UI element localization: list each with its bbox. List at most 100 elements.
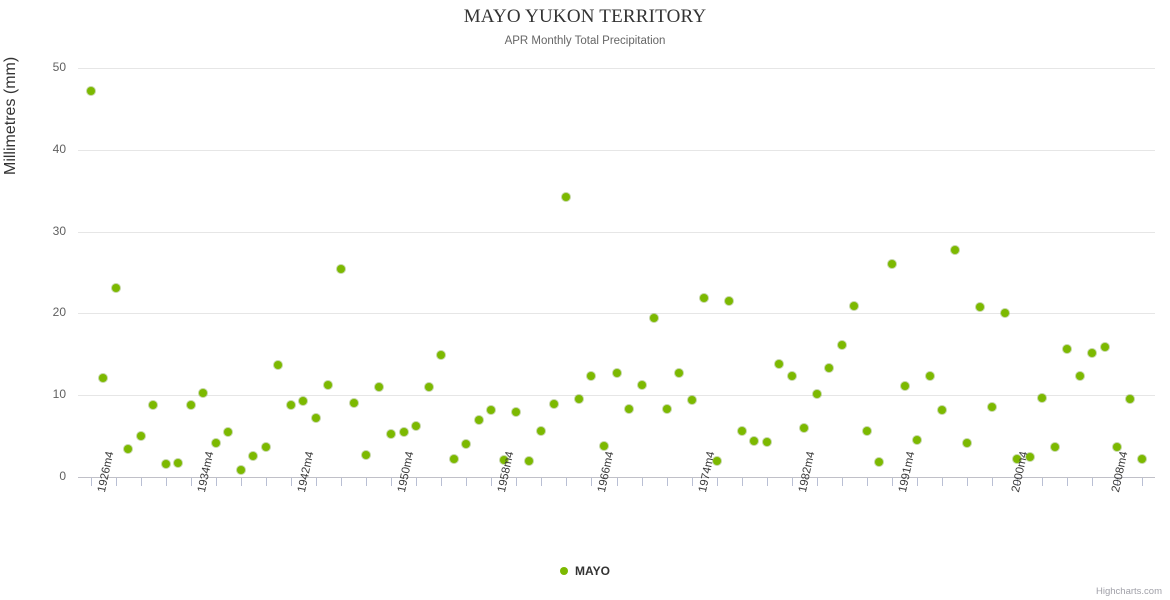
scatter-point[interactable] <box>562 193 571 202</box>
scatter-point[interactable] <box>800 423 809 432</box>
scatter-point[interactable] <box>625 405 634 414</box>
x-axis-tick <box>491 478 493 486</box>
scatter-point[interactable] <box>387 429 396 438</box>
scatter-point[interactable] <box>825 364 834 373</box>
scatter-point[interactable] <box>136 432 145 441</box>
scatter-point[interactable] <box>862 427 871 436</box>
scatter-point[interactable] <box>712 456 721 465</box>
scatter-point[interactable] <box>524 457 533 466</box>
scatter-point[interactable] <box>462 440 471 449</box>
scatter-point[interactable] <box>512 407 521 416</box>
scatter-point[interactable] <box>449 455 458 463</box>
scatter-point[interactable] <box>662 405 671 414</box>
scatter-point[interactable] <box>124 445 133 454</box>
scatter-point[interactable] <box>875 458 884 467</box>
scatter-point[interactable] <box>963 439 972 448</box>
scatter-point[interactable] <box>1025 452 1034 461</box>
scatter-point[interactable] <box>837 341 846 350</box>
scatter-point[interactable] <box>1088 349 1097 358</box>
scatter-point[interactable] <box>249 451 258 460</box>
scatter-point[interactable] <box>1100 342 1109 351</box>
scatter-point[interactable] <box>762 437 771 446</box>
scatter-point[interactable] <box>637 381 646 390</box>
scatter-point[interactable] <box>437 351 446 360</box>
scatter-point[interactable] <box>950 245 959 254</box>
scatter-point[interactable] <box>725 297 734 306</box>
scatter-point[interactable] <box>211 438 220 447</box>
x-axis-tick <box>1117 478 1119 486</box>
scatter-point[interactable] <box>86 86 95 95</box>
scatter-point[interactable] <box>349 398 358 407</box>
scatter-point[interactable] <box>362 450 371 459</box>
scatter-point[interactable] <box>487 405 496 414</box>
chart-legend[interactable]: MAYO <box>0 563 1170 578</box>
scatter-point[interactable] <box>925 371 934 380</box>
scatter-point[interactable] <box>1038 393 1047 402</box>
scatter-point[interactable] <box>988 403 997 412</box>
scatter-point[interactable] <box>549 400 558 409</box>
scatter-point[interactable] <box>938 405 947 414</box>
scatter-point[interactable] <box>900 382 909 391</box>
scatter-point[interactable] <box>599 441 608 450</box>
scatter-point[interactable] <box>111 284 120 293</box>
scatter-point[interactable] <box>888 260 896 269</box>
scatter-point[interactable] <box>537 427 546 436</box>
scatter-point[interactable] <box>850 302 859 311</box>
credits-label[interactable]: Highcharts.com <box>1096 586 1162 597</box>
scatter-point[interactable] <box>587 372 596 381</box>
scatter-point[interactable] <box>1138 455 1147 463</box>
scatter-point[interactable] <box>424 383 433 392</box>
scatter-point[interactable] <box>224 428 233 436</box>
scatter-point[interactable] <box>299 396 308 405</box>
x-axis-tick <box>716 478 718 486</box>
scatter-point[interactable] <box>574 395 583 404</box>
legend-item-label[interactable]: MAYO <box>575 563 610 578</box>
scatter-point[interactable] <box>274 360 283 369</box>
scatter-point[interactable] <box>750 437 759 445</box>
scatter-point[interactable] <box>913 436 922 445</box>
scatter-point[interactable] <box>286 401 295 410</box>
scatter-point[interactable] <box>1013 455 1022 463</box>
scatter-point[interactable] <box>1075 371 1084 380</box>
x-axis-tick <box>1142 478 1144 486</box>
x-axis-tick <box>866 478 868 486</box>
scatter-point[interactable] <box>700 293 709 302</box>
scatter-point[interactable] <box>236 465 245 474</box>
scatter-point[interactable] <box>737 427 746 436</box>
scatter-point[interactable] <box>374 383 383 392</box>
x-axis-tick <box>1017 478 1019 486</box>
scatter-point[interactable] <box>99 374 108 383</box>
scatter-point[interactable] <box>336 265 345 274</box>
scatter-point[interactable] <box>399 428 408 436</box>
scatter-point[interactable] <box>812 389 821 398</box>
scatter-point[interactable] <box>675 369 684 378</box>
scatter-point[interactable] <box>787 372 796 381</box>
scatter-point[interactable] <box>199 388 208 397</box>
y-axis-tick-label: 20 <box>52 305 66 320</box>
x-axis-tick <box>917 478 919 486</box>
scatter-point[interactable] <box>324 381 333 390</box>
x-axis-tick <box>591 478 593 486</box>
scatter-point[interactable] <box>1113 442 1122 451</box>
scatter-point[interactable] <box>499 455 508 464</box>
x-axis-tick <box>290 478 292 486</box>
scatter-point[interactable] <box>474 415 483 424</box>
y-axis-tick-label: 40 <box>52 141 66 156</box>
scatter-point[interactable] <box>186 401 195 410</box>
scatter-point[interactable] <box>1125 395 1134 404</box>
scatter-point[interactable] <box>612 369 621 378</box>
scatter-point[interactable] <box>775 360 784 369</box>
scatter-point[interactable] <box>687 396 696 405</box>
scatter-point[interactable] <box>311 414 320 423</box>
scatter-point[interactable] <box>161 459 170 468</box>
scatter-point[interactable] <box>149 401 158 410</box>
scatter-point[interactable] <box>174 459 183 468</box>
scatter-point[interactable] <box>1063 344 1072 353</box>
scatter-point[interactable] <box>1050 442 1059 451</box>
scatter-point[interactable] <box>412 422 421 431</box>
scatter-point[interactable] <box>261 442 270 451</box>
x-axis-tick <box>942 478 944 486</box>
scatter-point[interactable] <box>1000 308 1009 317</box>
scatter-point[interactable] <box>975 302 984 311</box>
scatter-point[interactable] <box>650 314 659 323</box>
